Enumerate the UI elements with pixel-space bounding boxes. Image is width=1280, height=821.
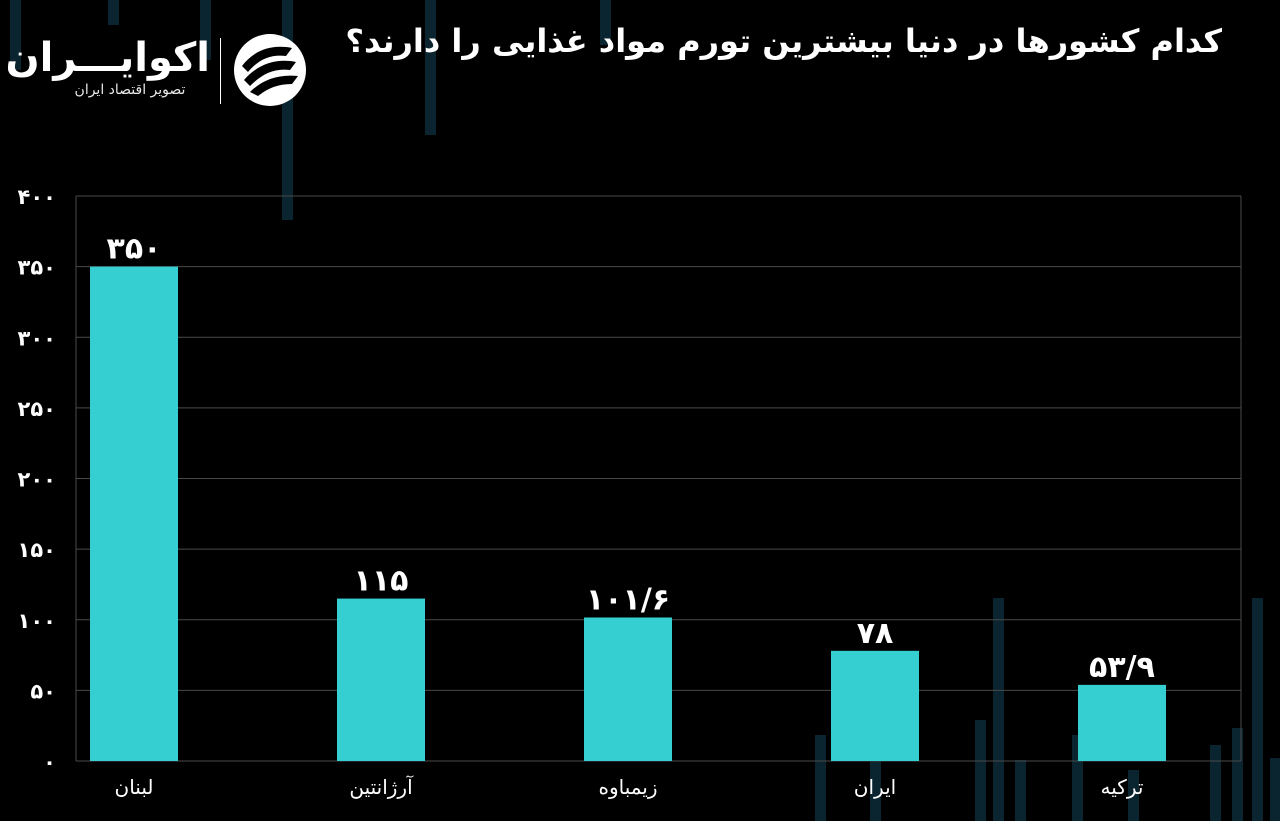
decor-candle [815,735,826,821]
bar [1078,684,1166,761]
y-tick-label: ۴۰۰ [18,185,56,209]
y-tick-label: ۱۵۰ [18,538,56,562]
category-label: زیمباوه [598,775,657,799]
category-label: آرژانتین [349,774,414,799]
category-label: ترکیه [1101,775,1144,799]
ecoiran-swirl-logo-icon [234,34,306,106]
bar [337,598,425,761]
decor-candle [200,0,211,60]
bar [584,617,672,761]
decor-candle [10,0,21,70]
page-title: کدام کشورها در دنیا بیشترین تورم مواد غذ… [345,22,1222,60]
decor-candle [1128,770,1139,821]
decor-candle [1210,745,1221,821]
decor-candle [1015,760,1026,821]
y-tick-label: ۱۰۰ [18,609,56,633]
bar [831,650,919,761]
decor-candle [975,720,986,821]
decor-candle [1252,598,1263,821]
logo-name: اکوایـــران [5,35,210,81]
decor-candle [282,0,293,220]
bars [90,266,1166,761]
decor-candle [1072,735,1083,821]
decor-candle [425,0,436,135]
y-tick-label: ۵۰ [30,679,56,703]
y-tick-label: ۲۵۰ [18,397,56,421]
decor-candle [1270,758,1280,821]
bar-value-label: ۱۰۱/۶ [586,582,670,617]
y-tick-label: ۳۰۰ [18,326,56,350]
logo-divider [220,38,221,104]
logo-tagline: تصویر اقتصاد ایران [74,82,186,98]
y-tick-label: ۰ [43,750,56,774]
bar-value-label: ۳۵۰ [107,232,162,267]
bar-value-label: ۷۸ [857,616,894,651]
decor-candle [870,750,881,821]
brand-logo: اکوایـــران تصویر اقتصاد ایران [5,32,312,112]
y-tick-label: ۳۵۰ [18,256,56,280]
decor-candle [108,0,119,25]
category-label: لبنان [115,775,154,799]
bar-value-labels: ۳۵۰ ۱۱۵ ۱۰۱/۶ ۷۸ ۵۳/۹ [107,232,1155,685]
category-label: ایران [854,775,896,799]
bar-value-label: ۵۳/۹ [1089,650,1155,685]
decor-candle [1232,728,1243,821]
bar-value-label: ۱۱۵ [354,564,409,599]
decor-candle [993,598,1004,821]
grid-lines [75,195,1242,762]
category-labels: لبنان آرژانتین زیمباوه ایران ترکیه [115,774,1144,799]
decor-candle [600,0,611,45]
y-axis-ticks: ۰ ۵۰ ۱۰۰ ۱۵۰ ۲۰۰ ۲۵۰ ۳۰۰ ۳۵۰ ۴۰۰ [18,185,56,774]
y-tick-label: ۲۰۰ [18,468,56,492]
bar [90,266,178,761]
